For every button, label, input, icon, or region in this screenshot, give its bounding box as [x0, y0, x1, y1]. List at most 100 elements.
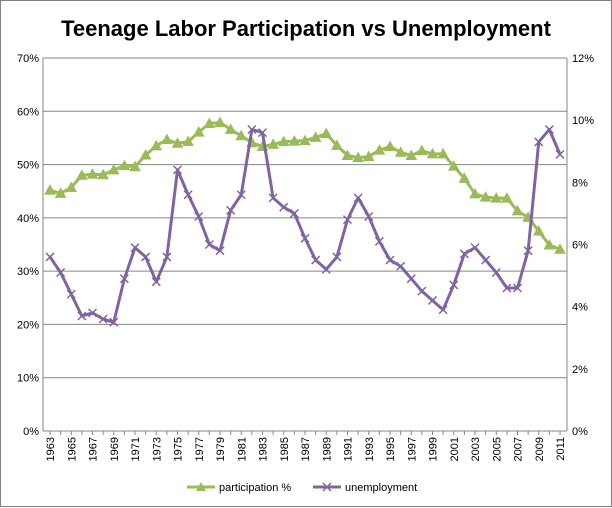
data-point-triangle — [405, 149, 418, 161]
data-point-x — [151, 277, 161, 287]
data-point-triangle — [139, 148, 152, 160]
data-point-triangle — [44, 184, 56, 195]
data-point-triangle — [341, 149, 354, 161]
legend-marker-x — [322, 482, 332, 492]
y-left-tick-label: 30% — [17, 266, 39, 278]
data-point-triangle — [309, 131, 322, 142]
data-point-x — [406, 274, 416, 284]
data-point-x — [257, 128, 268, 138]
series-line — [48, 127, 562, 324]
x-tick-label: 1987 — [300, 437, 312, 461]
data-point-triangle — [352, 151, 364, 163]
data-point-triangle — [416, 144, 428, 156]
series-layer — [44, 116, 566, 327]
data-point-x — [141, 252, 151, 262]
data-point-x — [119, 274, 129, 284]
y-right-tick-label: 12% — [572, 53, 594, 65]
data-point-x — [523, 246, 533, 256]
x-tick-label: 2007 — [513, 437, 525, 461]
data-point-triangle — [331, 139, 343, 150]
data-point-x — [555, 149, 565, 159]
x-tick-label: 1999 — [428, 437, 440, 461]
data-point-triangle — [288, 135, 301, 146]
series-participation — [44, 116, 566, 254]
data-point-x — [321, 264, 331, 274]
data-point-triangle — [469, 187, 481, 199]
x-tick-label: 1985 — [279, 437, 291, 461]
data-point-x — [45, 252, 55, 262]
x-tick-label: 2011 — [555, 437, 567, 461]
x-tick-label: 1965 — [66, 437, 78, 461]
data-point-x — [385, 255, 395, 265]
data-point-triangle — [394, 146, 407, 157]
data-point-x — [236, 190, 246, 200]
y-left-tick-label: 20% — [17, 319, 39, 331]
data-point-x — [109, 317, 119, 327]
data-point-triangle — [543, 239, 556, 250]
data-point-x — [332, 252, 342, 262]
data-point-triangle — [554, 243, 566, 254]
data-point-x — [87, 308, 98, 318]
data-point-triangle — [479, 191, 492, 202]
data-point-x — [449, 280, 459, 290]
data-point-x — [342, 215, 353, 225]
data-point-x — [438, 305, 448, 315]
legend-label: unemployment — [345, 482, 417, 494]
data-point-x — [396, 261, 406, 271]
data-point-x — [374, 236, 384, 246]
data-point-triangle — [129, 160, 141, 172]
data-point-x — [364, 211, 374, 222]
data-point-x — [481, 255, 491, 265]
data-point-x — [204, 239, 214, 250]
legend-item: participation % — [187, 482, 291, 494]
data-point-triangle — [235, 129, 248, 141]
x-tick-label: 1979 — [215, 437, 227, 461]
data-point-x — [268, 193, 278, 203]
y-left-tick-label: 50% — [17, 160, 39, 172]
x-tick-label: 1981 — [236, 437, 248, 461]
y-right-tick-label: 0% — [572, 426, 588, 438]
data-point-triangle — [192, 126, 205, 137]
data-point-x — [544, 124, 554, 135]
data-point-triangle — [267, 138, 279, 149]
data-point-x — [66, 289, 76, 299]
data-point-triangle — [76, 169, 88, 180]
legend-item: unemployment — [313, 482, 417, 494]
x-tick-label: 1967 — [88, 437, 100, 461]
data-point-x — [459, 249, 469, 259]
data-point-x — [56, 267, 66, 278]
data-point-x — [470, 243, 480, 253]
data-point-x — [194, 211, 204, 222]
y-left-tick-label: 0% — [23, 426, 39, 438]
data-point-x — [502, 283, 512, 293]
data-point-x — [130, 243, 140, 253]
data-point-triangle — [150, 139, 163, 151]
x-tick-label: 1993 — [364, 437, 376, 461]
data-point-x — [289, 208, 299, 218]
data-point-triangle — [65, 181, 78, 192]
data-point-x — [247, 124, 257, 135]
data-point-x — [417, 286, 427, 296]
data-point-triangle — [214, 116, 226, 127]
y-right-tick-label: 8% — [572, 177, 588, 189]
legend-label: participation % — [219, 482, 291, 494]
x-tick-label: 1995 — [385, 437, 397, 461]
data-point-triangle — [490, 192, 503, 203]
data-point-triangle — [161, 133, 173, 145]
y-left-tick-label: 40% — [17, 213, 39, 225]
data-point-triangle — [362, 150, 375, 162]
x-tick-label: 1989 — [321, 437, 333, 461]
y-right-tick-label: 6% — [572, 240, 588, 252]
data-point-x — [427, 295, 438, 305]
data-point-triangle — [107, 163, 120, 175]
x-tick-label: 1977 — [194, 437, 206, 461]
chart-title: Teenage Labor Participation vs Unemploym… — [61, 16, 551, 41]
axes: 0% 10% 20% 30% 40% 50% 60% 70% 0% 2% 4% 6% 8% 10% 12% 1… — [17, 53, 594, 461]
y-right-tick-label: 4% — [572, 302, 588, 314]
y-right-tick-label: 2% — [572, 364, 588, 376]
data-point-triangle — [458, 172, 471, 183]
data-point-triangle — [299, 134, 311, 146]
x-tick-label: 1991 — [343, 437, 355, 461]
